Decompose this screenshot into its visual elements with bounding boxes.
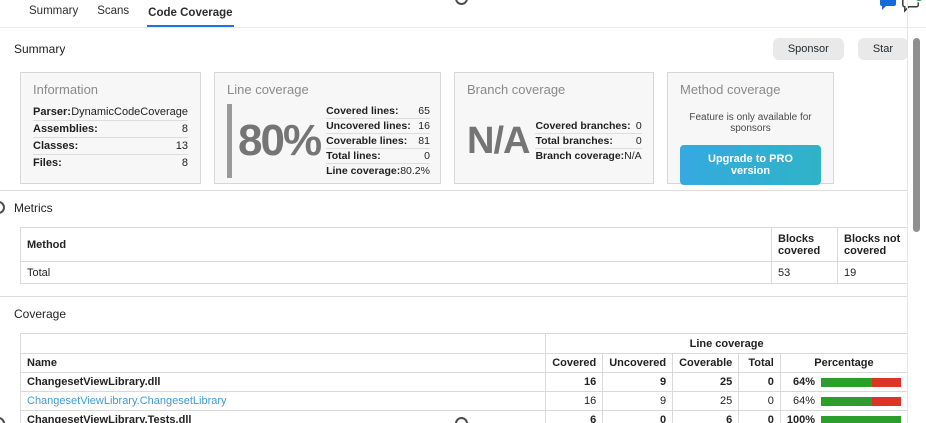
card-stat-row: Total branches: 0 <box>535 135 642 149</box>
coverage-bar-uncovered <box>872 396 901 406</box>
coverage-cell: 25 <box>672 372 740 392</box>
coverage-percentage-text: 64% <box>792 395 815 407</box>
tab-scans[interactable]: Scans <box>97 5 130 17</box>
coverage-section: Coverage Line coverage Name Covered Unco… <box>0 307 926 423</box>
branch-coverage-card-title: Branch coverage <box>467 82 566 97</box>
information-card: Information Parser: DynamicCodeCoverage As… <box>20 72 201 184</box>
card-stat-row: Line coverage: 80.2% <box>326 165 430 177</box>
tab-summary[interactable]: Summary <box>29 5 79 17</box>
coverage-cell: 16 <box>545 372 604 392</box>
tab-code-coverage[interactable]: Code Coverage <box>147 1 234 27</box>
coverage-table-body: ChangesetViewLibrary.dll 16 9 25 0 64% Changes… <box>19 372 909 423</box>
star-button[interactable]: Star <box>857 38 908 60</box>
coverage-bar-covered <box>821 377 873 387</box>
coverage-header-name[interactable]: Name <box>19 353 547 373</box>
metrics-header-blocks-not-covered[interactable]: Blocks not covered <box>837 227 908 262</box>
metrics-cell: 53 <box>771 261 839 284</box>
method-coverage-card-title: Method coverage <box>680 82 781 97</box>
metrics-header-method[interactable]: Method <box>19 227 773 262</box>
branch-coverage-big-value: N/A <box>467 120 530 162</box>
coverage-bar <box>821 377 901 387</box>
line-coverage-big-value: 80% <box>238 116 322 165</box>
branch-coverage-card-rows: Covered branches: 0 Total branches: 0 Branch… <box>535 119 642 163</box>
coverage-percentage-text: 64% <box>792 376 815 388</box>
coverage-cell: 25 <box>672 391 740 411</box>
section-divider <box>0 296 908 297</box>
coverage-bar-uncovered <box>872 377 901 387</box>
coverage-row: ChangesetViewLibrary.Tests.dll 6 0 6 0 100% <box>19 410 909 423</box>
summary-section: Summary Sponsor Star Information Parser:… <box>0 38 926 185</box>
card-stat-row: Assemblies: 8 <box>33 121 188 138</box>
coverage-header-uncovered[interactable]: Uncovered <box>602 353 674 373</box>
tab-bar: Summary Scans Code Coverage <box>0 0 926 28</box>
coverage-header-covered[interactable]: Covered <box>545 353 604 373</box>
coverage-cell: 6 <box>672 410 740 423</box>
coverage-row-name: ChangesetViewLibrary.ChangesetLibrary <box>19 391 547 411</box>
coverage-cell: 6 <box>545 410 604 423</box>
metrics-row: Total 53 19 <box>19 261 908 284</box>
card-stat-row: Covered lines: 65 <box>326 105 430 119</box>
coverage-section-title: Coverage <box>14 307 67 321</box>
class-link[interactable]: ChangesetViewLibrary.ChangesetLibrary <box>27 395 227 407</box>
add-comment-icon[interactable] <box>902 0 925 13</box>
card-stat-row: Classes: 13 <box>33 138 188 155</box>
coverage-percentage-cell: 100% <box>779 410 909 423</box>
card-stat-row: Branch coverage: N/A <box>535 150 642 162</box>
metrics-section: Metrics Method Blocks covered Blocks not… <box>0 201 926 284</box>
content-edge-line <box>907 0 908 423</box>
selection-handle-bottom-left[interactable] <box>0 417 5 423</box>
coverage-cell: 0 <box>602 410 674 423</box>
card-stat-row: Total lines: 0 <box>326 150 430 164</box>
coverage-row-name: ChangesetViewLibrary.dll <box>19 372 547 392</box>
line-coverage-card: Line coverage 80% Covered lines: 65 Uncove… <box>214 72 441 184</box>
line-coverage-card-rows: Covered lines: 65 Uncovered lines: 16 Covera… <box>326 104 430 178</box>
coverage-percentage-cell: 64% <box>779 372 909 392</box>
method-coverage-card: Method coverage Feature is only availabl… <box>667 72 834 185</box>
card-stat-row: Uncovered lines: 16 <box>326 120 430 134</box>
coverage-header-percentage[interactable]: Percentage <box>779 353 909 373</box>
coverage-percentage-text: 100% <box>786 414 815 423</box>
coverage-bar-covered <box>821 396 873 406</box>
sponsor-only-notice: Feature is only available for sponsors <box>689 112 812 134</box>
comment-icon[interactable] <box>880 0 898 13</box>
information-card-title: Information <box>33 82 99 97</box>
coverage-bar <box>821 415 901 423</box>
upgrade-pro-button[interactable]: Upgrade to PRO version <box>680 145 821 185</box>
coverage-cell: 0 <box>738 372 781 392</box>
coverage-header-coverable[interactable]: Coverable <box>672 353 740 373</box>
coverage-row: ChangesetViewLibrary.ChangesetLibrary 16 9… <box>19 391 909 411</box>
coverage-cell: 16 <box>545 391 604 411</box>
coverage-cell: 0 <box>738 410 781 423</box>
coverage-cell: 9 <box>602 391 674 411</box>
coverage-header-total[interactable]: Total <box>738 353 781 373</box>
card-stat-row: Files: 8 <box>33 157 188 169</box>
card-stat-row: Coverable lines: 81 <box>326 135 430 149</box>
selection-handle-bottom[interactable] <box>455 417 468 423</box>
coverage-table: Line coverage Name Covered Uncovered Cov… <box>19 333 909 423</box>
metrics-cell: Total <box>19 261 773 284</box>
coverage-row: ChangesetViewLibrary.dll 16 9 25 0 64% <box>19 372 909 392</box>
card-stat-row: Parser: DynamicCodeCoverage <box>33 104 188 121</box>
plus-badge-icon <box>914 0 924 3</box>
summary-section-title: Summary <box>14 42 66 56</box>
metrics-table: Method Blocks covered Blocks not covered… <box>19 227 908 284</box>
section-divider <box>0 190 908 191</box>
coverage-group-header-spacer <box>19 333 547 354</box>
metrics-table-body: Total 53 19 <box>19 261 908 284</box>
coverage-bar-covered <box>821 415 901 423</box>
metrics-section-title: Metrics <box>14 201 53 215</box>
scrollbar-thumb[interactable] <box>913 38 920 232</box>
coverage-percentage-cell: 64% <box>779 391 909 411</box>
coverage-bar <box>821 396 901 406</box>
information-card-rows: Parser: DynamicCodeCoverage Assemblies: 8 Cl… <box>33 104 188 171</box>
sponsor-button[interactable]: Sponsor <box>772 38 844 60</box>
card-stat-row: Covered branches: 0 <box>535 120 642 134</box>
coverage-cell: 9 <box>602 372 674 392</box>
branch-coverage-card: Branch coverage N/A Covered branches: 0 To… <box>454 72 654 184</box>
line-coverage-card-title: Line coverage <box>227 82 309 97</box>
coverage-cell: 0 <box>738 391 781 411</box>
coverage-group-header: Line coverage <box>545 333 908 354</box>
metrics-header-blocks-covered[interactable]: Blocks covered <box>771 227 839 262</box>
metrics-cell: 19 <box>837 261 908 284</box>
